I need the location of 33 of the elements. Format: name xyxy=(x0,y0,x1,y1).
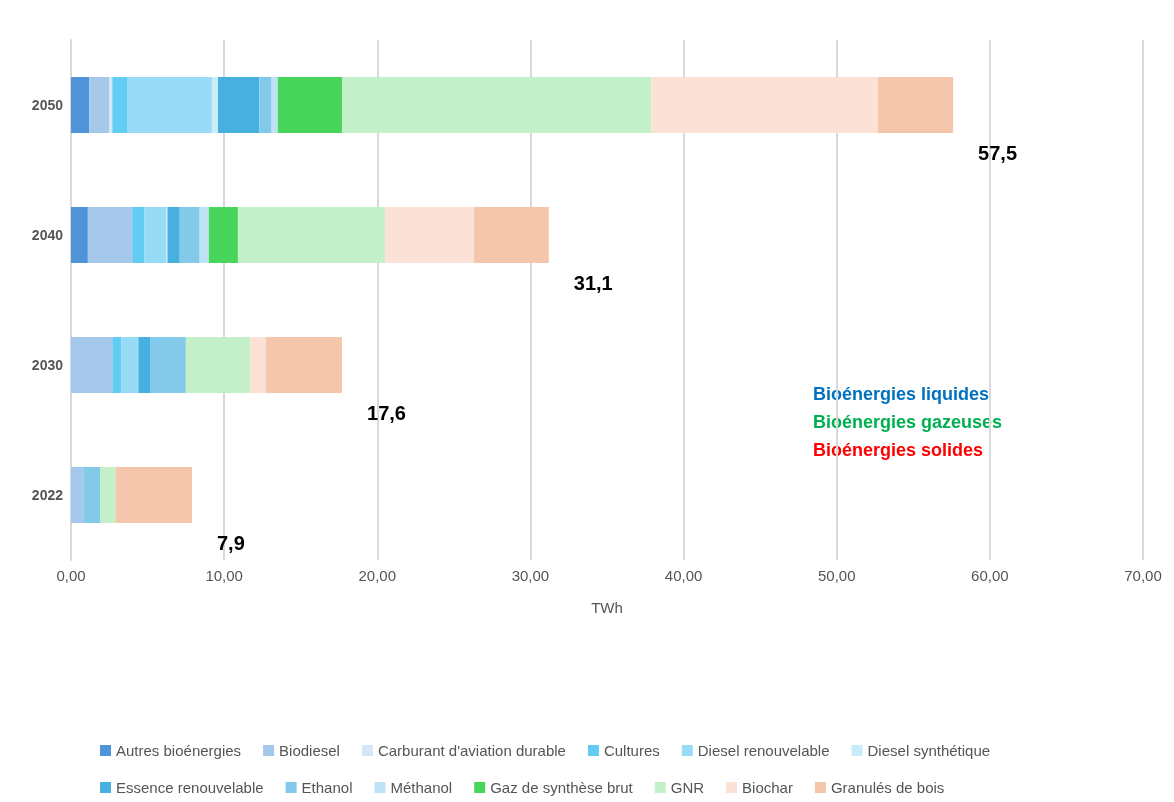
annotation: Bioénergies solides xyxy=(813,440,984,460)
x-tick-label: 10,00 xyxy=(205,567,243,584)
legend-label: Biochar xyxy=(742,779,793,796)
total-label: 17,6 xyxy=(367,402,406,424)
legend-label: Diesel renouvelable xyxy=(697,742,830,759)
total-label: 31,1 xyxy=(573,272,613,294)
x-tick-label: 60,00 xyxy=(971,567,1009,584)
legend-label: Essence renouvelable xyxy=(116,779,264,796)
legend-label: Diesel synthétique xyxy=(867,742,991,759)
legend-label: Biodiesel xyxy=(279,742,340,759)
y-tick-label: 2040 xyxy=(31,227,64,243)
legend-label: Granulés de bois xyxy=(830,779,945,796)
legend-label: Gaz de synthèse brut xyxy=(490,779,634,796)
x-tick-label: 20,00 xyxy=(358,567,397,584)
total-label: 57,5 xyxy=(978,142,1018,164)
x-tick-label: 70,00 xyxy=(1124,567,1162,584)
annotation: Bioénergies liquides xyxy=(813,384,990,404)
x-tick-label: 40,00 xyxy=(664,567,703,584)
annotation: Bioénergies gazeuses xyxy=(813,412,1003,432)
legend-label: Autres bioénergies xyxy=(116,742,242,759)
x-tick-label: 30,00 xyxy=(511,567,550,584)
legend-label: GNR xyxy=(670,779,705,796)
legend-label: Carburant d'aviation durable xyxy=(377,742,566,759)
x-tick-label: 50,00 xyxy=(817,567,856,584)
x-tick-label: 0,00 xyxy=(56,567,86,584)
total-label: 7,9 xyxy=(216,532,245,554)
legend-label: Méthanol xyxy=(390,779,453,796)
y-tick-label: 2022 xyxy=(31,487,64,503)
y-tick-label: 2050 xyxy=(31,97,64,113)
x-axis-title: TWh xyxy=(591,599,623,616)
legend-label: Cultures xyxy=(603,742,660,759)
legend-label: Ethanol xyxy=(301,779,353,796)
y-tick-label: 2030 xyxy=(31,357,64,373)
